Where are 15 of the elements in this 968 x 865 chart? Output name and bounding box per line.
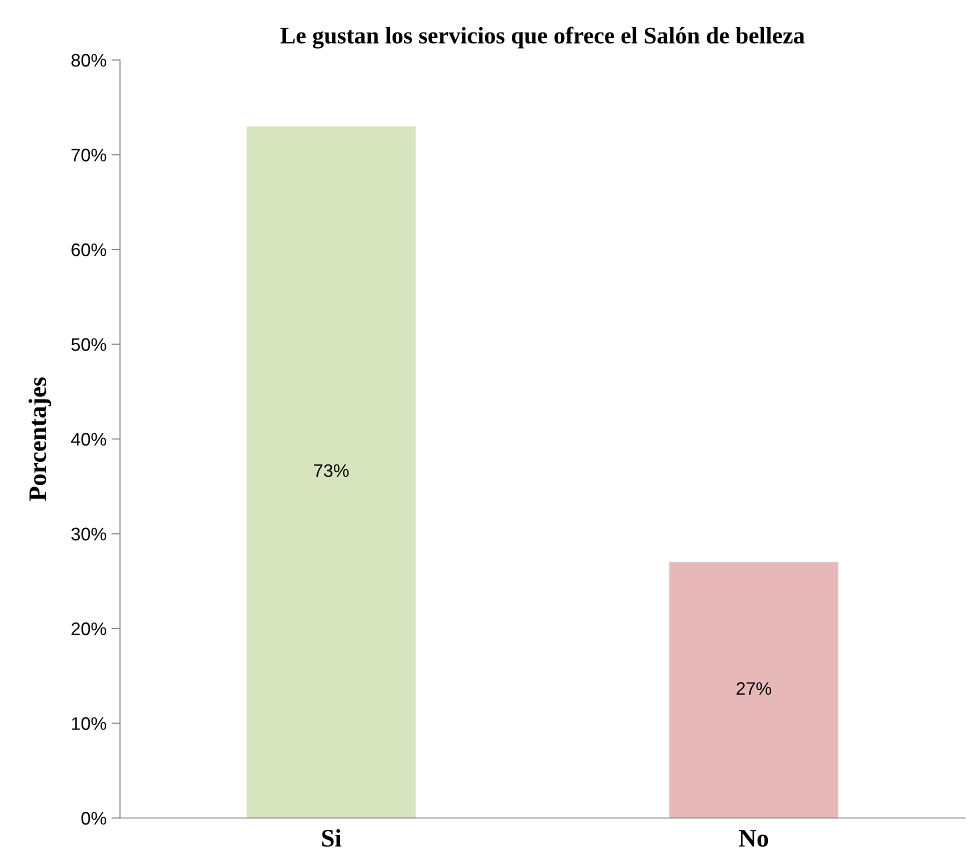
x-tick-label: Si [322, 829, 342, 847]
y-tick-label: 50% [71, 338, 106, 351]
y-tick-label: 30% [71, 528, 106, 540]
data-label: 73% [314, 464, 349, 478]
data-label: 27% [736, 682, 772, 695]
x-tick-label: No [738, 830, 768, 847]
y-tick-label: 10% [72, 717, 106, 730]
y-tick-label: 0% [81, 812, 106, 825]
chart-title: Le gustan los servicios que ofrece el Salón de belleza [280, 26, 805, 49]
y-axis-title: Porcentajes [28, 377, 52, 501]
y-tick-label: 80% [71, 54, 106, 67]
y-tick-label: 20% [72, 622, 106, 636]
y-tick-label: 60% [72, 243, 106, 256]
y-tick-label: 40% [71, 432, 106, 446]
y-tick-label: 70% [72, 148, 106, 162]
